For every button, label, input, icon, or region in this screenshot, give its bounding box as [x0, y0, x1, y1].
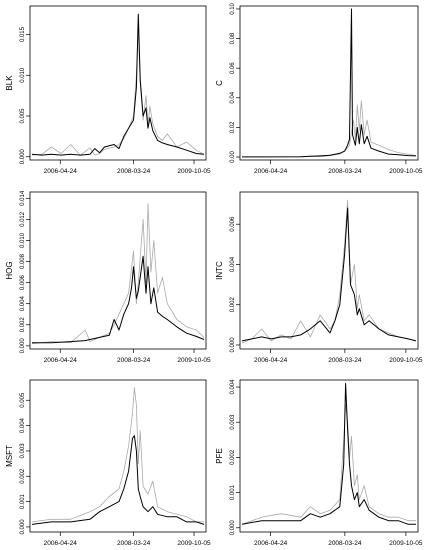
y-tick-label: 0.004 [20, 417, 26, 433]
y-axis-label: INTC [215, 261, 224, 280]
y-tick-label: 0.002 [20, 317, 26, 333]
y-tick-label: 0.02 [230, 121, 236, 133]
y-tick-label: 0.001 [20, 493, 26, 509]
series-line-gray [31, 25, 205, 156]
y-tick-label: 0.002 [20, 468, 26, 484]
series-line-black [32, 255, 205, 344]
y-tick-label: 0.003 [20, 443, 26, 459]
y-tick-label: 0.06 [230, 62, 236, 74]
y-axis-label: BLK [5, 75, 14, 91]
x-tick-label: 2006-04-24 [254, 540, 288, 547]
plot-frame [239, 5, 419, 161]
plot-frame [29, 191, 207, 350]
x-tick-label: 2009-10-05 [177, 540, 211, 547]
y-axis-label: C [215, 80, 224, 86]
x-tick-label: 2006-04-24 [254, 168, 288, 175]
x-tick-label: 2008-03-24 [328, 540, 362, 547]
chart-panel-msft: 0.000 0.001 0.002 0.003 0.004 0.005 2006-04-24… [5, 379, 211, 547]
chart-panel-hog: 0.000 0.002 0.004 0.006 0.008 0.010 0.012 0.014… [5, 190, 211, 364]
chart-panel-blk: 0.000 0.005 0.010 0.015 2006-04-24 2008-03-24… [5, 5, 211, 175]
x-tick-label: 2009-10-05 [389, 357, 423, 364]
y-tick-label: 0.006 [20, 274, 26, 290]
x-tick-label: 2008-03-24 [117, 357, 151, 364]
y-tick-label: 0.000 [230, 520, 236, 536]
y-tick-label: 0.000 [20, 338, 26, 354]
series-line-black [241, 207, 417, 342]
y-tick-label: 0.004 [230, 379, 236, 395]
y-tick-label: 0.004 [20, 296, 26, 312]
y-axis-label: HOG [5, 261, 14, 279]
x-tick-label: 2009-10-05 [389, 168, 423, 175]
plot-frame [239, 379, 419, 533]
plot-frame [239, 191, 419, 350]
y-tick-label: 0.014 [20, 190, 26, 206]
y-tick-label: 0.010 [20, 232, 26, 248]
x-tick-label: 2008-03-24 [117, 540, 151, 547]
x-tick-label: 2009-10-05 [177, 168, 211, 175]
x-tick-label: 2008-03-24 [328, 357, 362, 364]
chart-panel-intc: 0.000 0.002 0.004 0.006 2006-04-24 2008-03-24… [215, 191, 423, 364]
y-tick-label: 0.00 [230, 151, 236, 163]
series-line-black [31, 13, 205, 156]
y-axis-label: PFE [215, 448, 224, 464]
y-tick-label: 0.002 [230, 449, 236, 465]
plot-frame [29, 379, 207, 533]
x-tick-label: 2006-04-24 [44, 540, 78, 547]
y-tick-label: 0.04 [230, 91, 236, 103]
series-line-gray [31, 203, 205, 345]
x-tick-label: 2006-04-24 [44, 357, 78, 364]
x-tick-label: 2006-04-24 [44, 168, 78, 175]
y-tick-label: 0.005 [20, 108, 26, 124]
y-tick-label: 0.010 [20, 67, 26, 83]
x-tick-label: 2006-04-24 [254, 357, 288, 364]
y-tick-label: 0.000 [230, 337, 236, 353]
y-tick-label: 0.000 [20, 149, 26, 165]
series-line-black [241, 8, 417, 158]
series-line-gray [31, 387, 204, 523]
series-line-black [241, 383, 416, 525]
y-tick-label: 0.003 [230, 414, 236, 430]
y-axis-label: MSFT [5, 445, 14, 467]
y-tick-label: 0.012 [20, 211, 26, 227]
x-tick-label: 2009-10-05 [389, 540, 423, 547]
chart-panel-pfe: 0.000 0.001 0.002 0.003 0.004 2006-04-24 2008-… [215, 379, 423, 547]
x-tick-label: 2008-03-24 [328, 168, 362, 175]
series-line-gray [242, 100, 417, 158]
y-tick-label: 0.004 [230, 256, 236, 272]
series-line-gray [241, 199, 417, 344]
x-tick-label: 2009-10-05 [177, 357, 211, 364]
chart-panel-c: 0.00 0.02 0.04 0.06 0.08 0.10 2006-04-24 2008-0… [215, 2, 423, 175]
y-tick-label: 0.015 [20, 26, 26, 42]
y-tick-label: 0.001 [230, 484, 236, 500]
y-tick-label: 0.005 [20, 392, 26, 408]
plot-frame [29, 5, 207, 161]
y-tick-label: 0.006 [230, 216, 236, 232]
y-tick-label: 0.000 [20, 519, 26, 535]
y-tick-label: 0.08 [230, 32, 236, 44]
series-line-black [31, 435, 205, 525]
series-line-gray [241, 404, 416, 525]
y-tick-label: 0.008 [20, 253, 26, 269]
y-tick-label: 0.10 [230, 2, 236, 14]
x-tick-label: 2008-03-24 [117, 168, 151, 175]
y-tick-label: 0.002 [230, 297, 236, 313]
